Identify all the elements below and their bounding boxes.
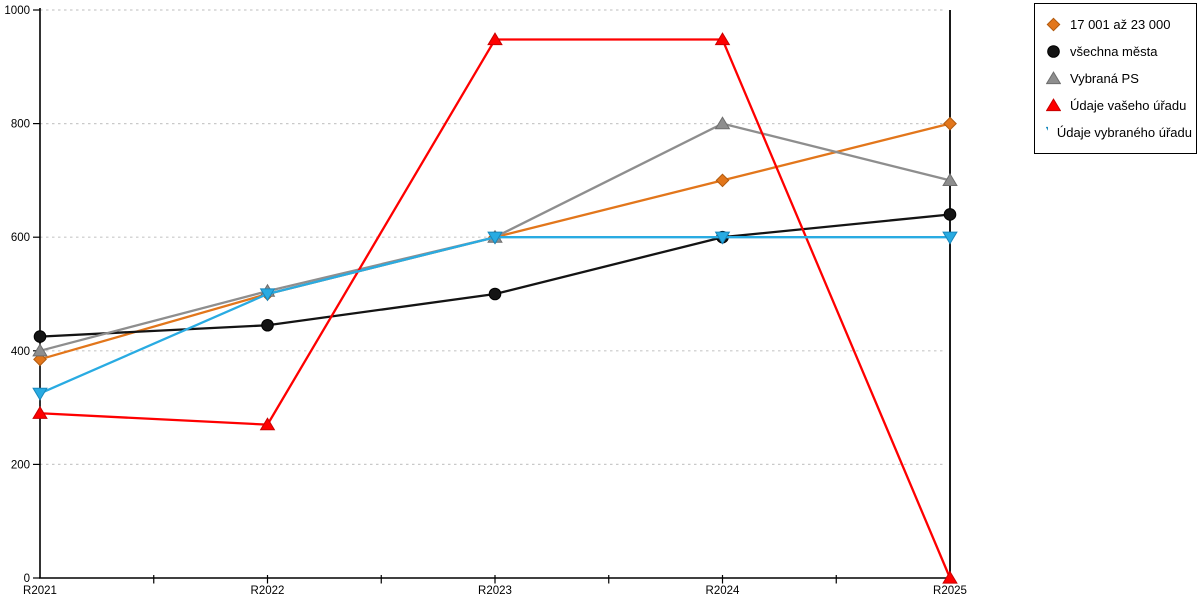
legend-triangle-up-icon: [1046, 71, 1061, 85]
legend-item-1[interactable]: všechna města: [1046, 38, 1192, 65]
triangle-up-marker: [32, 405, 48, 419]
y-tick-label: 400: [11, 346, 30, 358]
legend-item-3[interactable]: Údaje vašeho úřadu: [1046, 92, 1192, 119]
triangle-up-marker: [714, 116, 731, 130]
x-tick-label: R2024: [706, 585, 740, 597]
legend-triangle-up-icon: [1046, 98, 1061, 112]
x-tick-label: R2023: [478, 585, 512, 597]
axes: [39, 8, 953, 579]
triangle-up-marker: [714, 32, 731, 46]
triangle-up-marker: [1046, 98, 1061, 112]
series-Údaje vašeho úřadu: [32, 32, 958, 584]
legend-item-label: Údaje vašeho úřadu: [1070, 98, 1187, 113]
series-Údaje vybraného úřadu: [32, 231, 958, 401]
gridlines: [40, 9, 946, 465]
legend-item-label: všechna města: [1070, 44, 1158, 59]
diamond-marker: [943, 116, 957, 131]
triangle-up-marker: [259, 417, 276, 431]
legend-item-0[interactable]: 17 001 až 23 000: [1046, 11, 1192, 38]
triangle-up-marker: [32, 343, 48, 357]
legend-item-label: Vybraná PS: [1070, 71, 1139, 86]
x-tick-label: R2022: [251, 585, 285, 597]
triangle-down-marker: [487, 231, 503, 245]
circle-marker: [943, 208, 957, 221]
triangle-up-marker: [1046, 71, 1061, 85]
triangle-down-marker: [32, 387, 48, 401]
triangle-down-marker: [942, 231, 958, 245]
x-axis: R2021 R2022 R2023 R2024 R2025: [23, 575, 967, 597]
legend-item-label: Údaje vybraného úřadu: [1056, 125, 1192, 140]
legend-item-label: 17 001 až 23 000: [1070, 17, 1171, 32]
chart-legend: 17 001 až 23 000 všechna města Vybraná PS Ú…: [1034, 3, 1197, 154]
triangle-down-marker: [1046, 126, 1048, 131]
triangle-up-marker: [942, 570, 958, 584]
legend-triangle-down-icon: [1046, 126, 1048, 131]
circle-marker: [261, 318, 274, 332]
x-tick-label: R2021: [23, 585, 57, 597]
y-axis: 0 200 400 600 800 1000: [4, 5, 40, 585]
diamond-marker: [1046, 17, 1061, 32]
circle-marker: [488, 287, 502, 301]
diamond-marker: [715, 173, 730, 188]
y-tick-label: 1000: [4, 5, 30, 17]
x-tick-label: R2025: [933, 585, 967, 597]
legend-diamond-icon: [1046, 17, 1061, 32]
y-tick-label: 800: [11, 119, 30, 131]
triangle-down-marker: [259, 288, 276, 302]
y-tick-label: 0: [24, 573, 30, 585]
legend-circle-icon: [1047, 45, 1060, 58]
y-tick-label: 600: [11, 232, 30, 244]
y-tick-label: 200: [11, 459, 30, 471]
triangle-down-marker: [714, 231, 731, 245]
legend-item-4[interactable]: Údaje vybraného úřadu: [1046, 119, 1192, 146]
legend-item-2[interactable]: Vybraná PS: [1046, 65, 1192, 92]
circle-marker: [1047, 45, 1060, 58]
triangle-up-marker: [942, 173, 958, 186]
circle-marker: [33, 330, 47, 343]
triangle-up-marker: [487, 32, 503, 46]
